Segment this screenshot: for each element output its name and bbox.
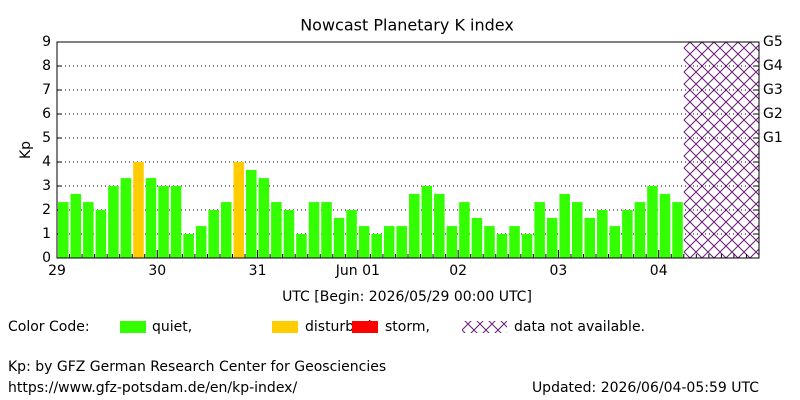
- legend-title: Color Code:: [8, 319, 90, 335]
- bar: [208, 210, 219, 258]
- bar: [358, 226, 370, 258]
- y-tick-label: 4: [42, 154, 51, 170]
- bar: [246, 169, 257, 258]
- bar: [346, 210, 357, 258]
- bar: [133, 162, 144, 258]
- x-tick-label: 03: [550, 263, 568, 279]
- bar: [321, 202, 332, 258]
- bar: [120, 178, 132, 258]
- bar: [333, 217, 345, 258]
- x-tick-label: 31: [249, 263, 267, 279]
- bar: [158, 186, 169, 258]
- no-data-region: [683, 42, 759, 258]
- bar: [647, 186, 658, 258]
- bar: [145, 178, 157, 258]
- y-tick-label: 0: [42, 250, 51, 266]
- bar: [471, 217, 483, 258]
- bar: [220, 202, 232, 258]
- y2-tick-label: G4: [763, 58, 783, 74]
- bar: [459, 202, 470, 258]
- bar: [622, 210, 633, 258]
- y2-tick-label: G2: [763, 106, 783, 122]
- y-tick-label: 2: [42, 202, 51, 218]
- bar: [509, 226, 520, 258]
- x-tick-label: Jun 01: [335, 263, 380, 279]
- bar: [95, 210, 107, 258]
- x-tick-label: 29: [48, 263, 66, 279]
- legend-label: data not available.: [514, 319, 645, 335]
- bar: [609, 226, 621, 258]
- legend-swatch: [462, 321, 507, 333]
- bar: [434, 193, 445, 258]
- bar: [496, 234, 508, 258]
- bar: [258, 178, 270, 258]
- legend-label: quiet,: [152, 319, 192, 335]
- y-tick-label: 3: [42, 178, 51, 194]
- bar: [108, 186, 119, 258]
- chart-title: Nowcast Planetary K index: [300, 16, 514, 35]
- bar: [296, 234, 307, 258]
- bar: [383, 226, 395, 258]
- bar: [446, 226, 458, 258]
- bar: [672, 202, 683, 258]
- bar: [183, 234, 194, 258]
- url: https://www.gfz-potsdam.de/en/kp-index/: [8, 380, 297, 396]
- bar: [58, 202, 69, 258]
- bar: [534, 202, 545, 258]
- bar: [396, 226, 407, 258]
- plot-frame: [56, 41, 760, 259]
- y2-tick-label: G3: [763, 82, 783, 98]
- y-tick-label: 6: [42, 106, 51, 122]
- bar: [409, 193, 420, 258]
- bar: [521, 234, 533, 258]
- y2-tick-label: G5: [763, 34, 783, 50]
- bar: [308, 202, 320, 258]
- legend-swatch: [120, 321, 146, 333]
- bar: [371, 234, 382, 258]
- bar: [484, 226, 495, 258]
- legend-swatch: [352, 321, 378, 333]
- bar: [659, 193, 671, 258]
- bar: [170, 186, 182, 258]
- bar: [571, 202, 583, 258]
- x-tick-label: 02: [449, 263, 467, 279]
- bar: [421, 186, 433, 258]
- x-axis-label: UTC [Begin: 2026/05/29 00:00 UTC]: [282, 289, 532, 305]
- bar: [559, 193, 570, 258]
- bar: [271, 202, 282, 258]
- bar: [283, 210, 295, 258]
- bar: [83, 202, 94, 258]
- y-tick-label: 1: [42, 226, 51, 242]
- credit: Kp: by GFZ German Research Center for Ge…: [8, 359, 386, 375]
- bar: [195, 226, 207, 258]
- bar: [634, 202, 646, 258]
- legend-label: storm,: [385, 319, 430, 335]
- x-tick-label: 30: [148, 263, 166, 279]
- y-tick-label: 8: [42, 58, 51, 74]
- y-tick-label: 7: [42, 82, 51, 98]
- y-tick-label: 5: [42, 130, 51, 146]
- updated: Updated: 2026/06/04-05:59 UTC: [532, 380, 759, 396]
- y-tick-label: 9: [42, 34, 51, 50]
- bar: [584, 217, 596, 258]
- bar: [597, 210, 608, 258]
- bar: [233, 162, 245, 258]
- legend-swatch: [272, 321, 298, 333]
- y2-tick-label: G1: [763, 130, 783, 146]
- bar: [70, 193, 82, 258]
- bar: [546, 217, 558, 258]
- y-axis-label: Kp: [18, 141, 34, 159]
- x-tick-label: 04: [650, 263, 668, 279]
